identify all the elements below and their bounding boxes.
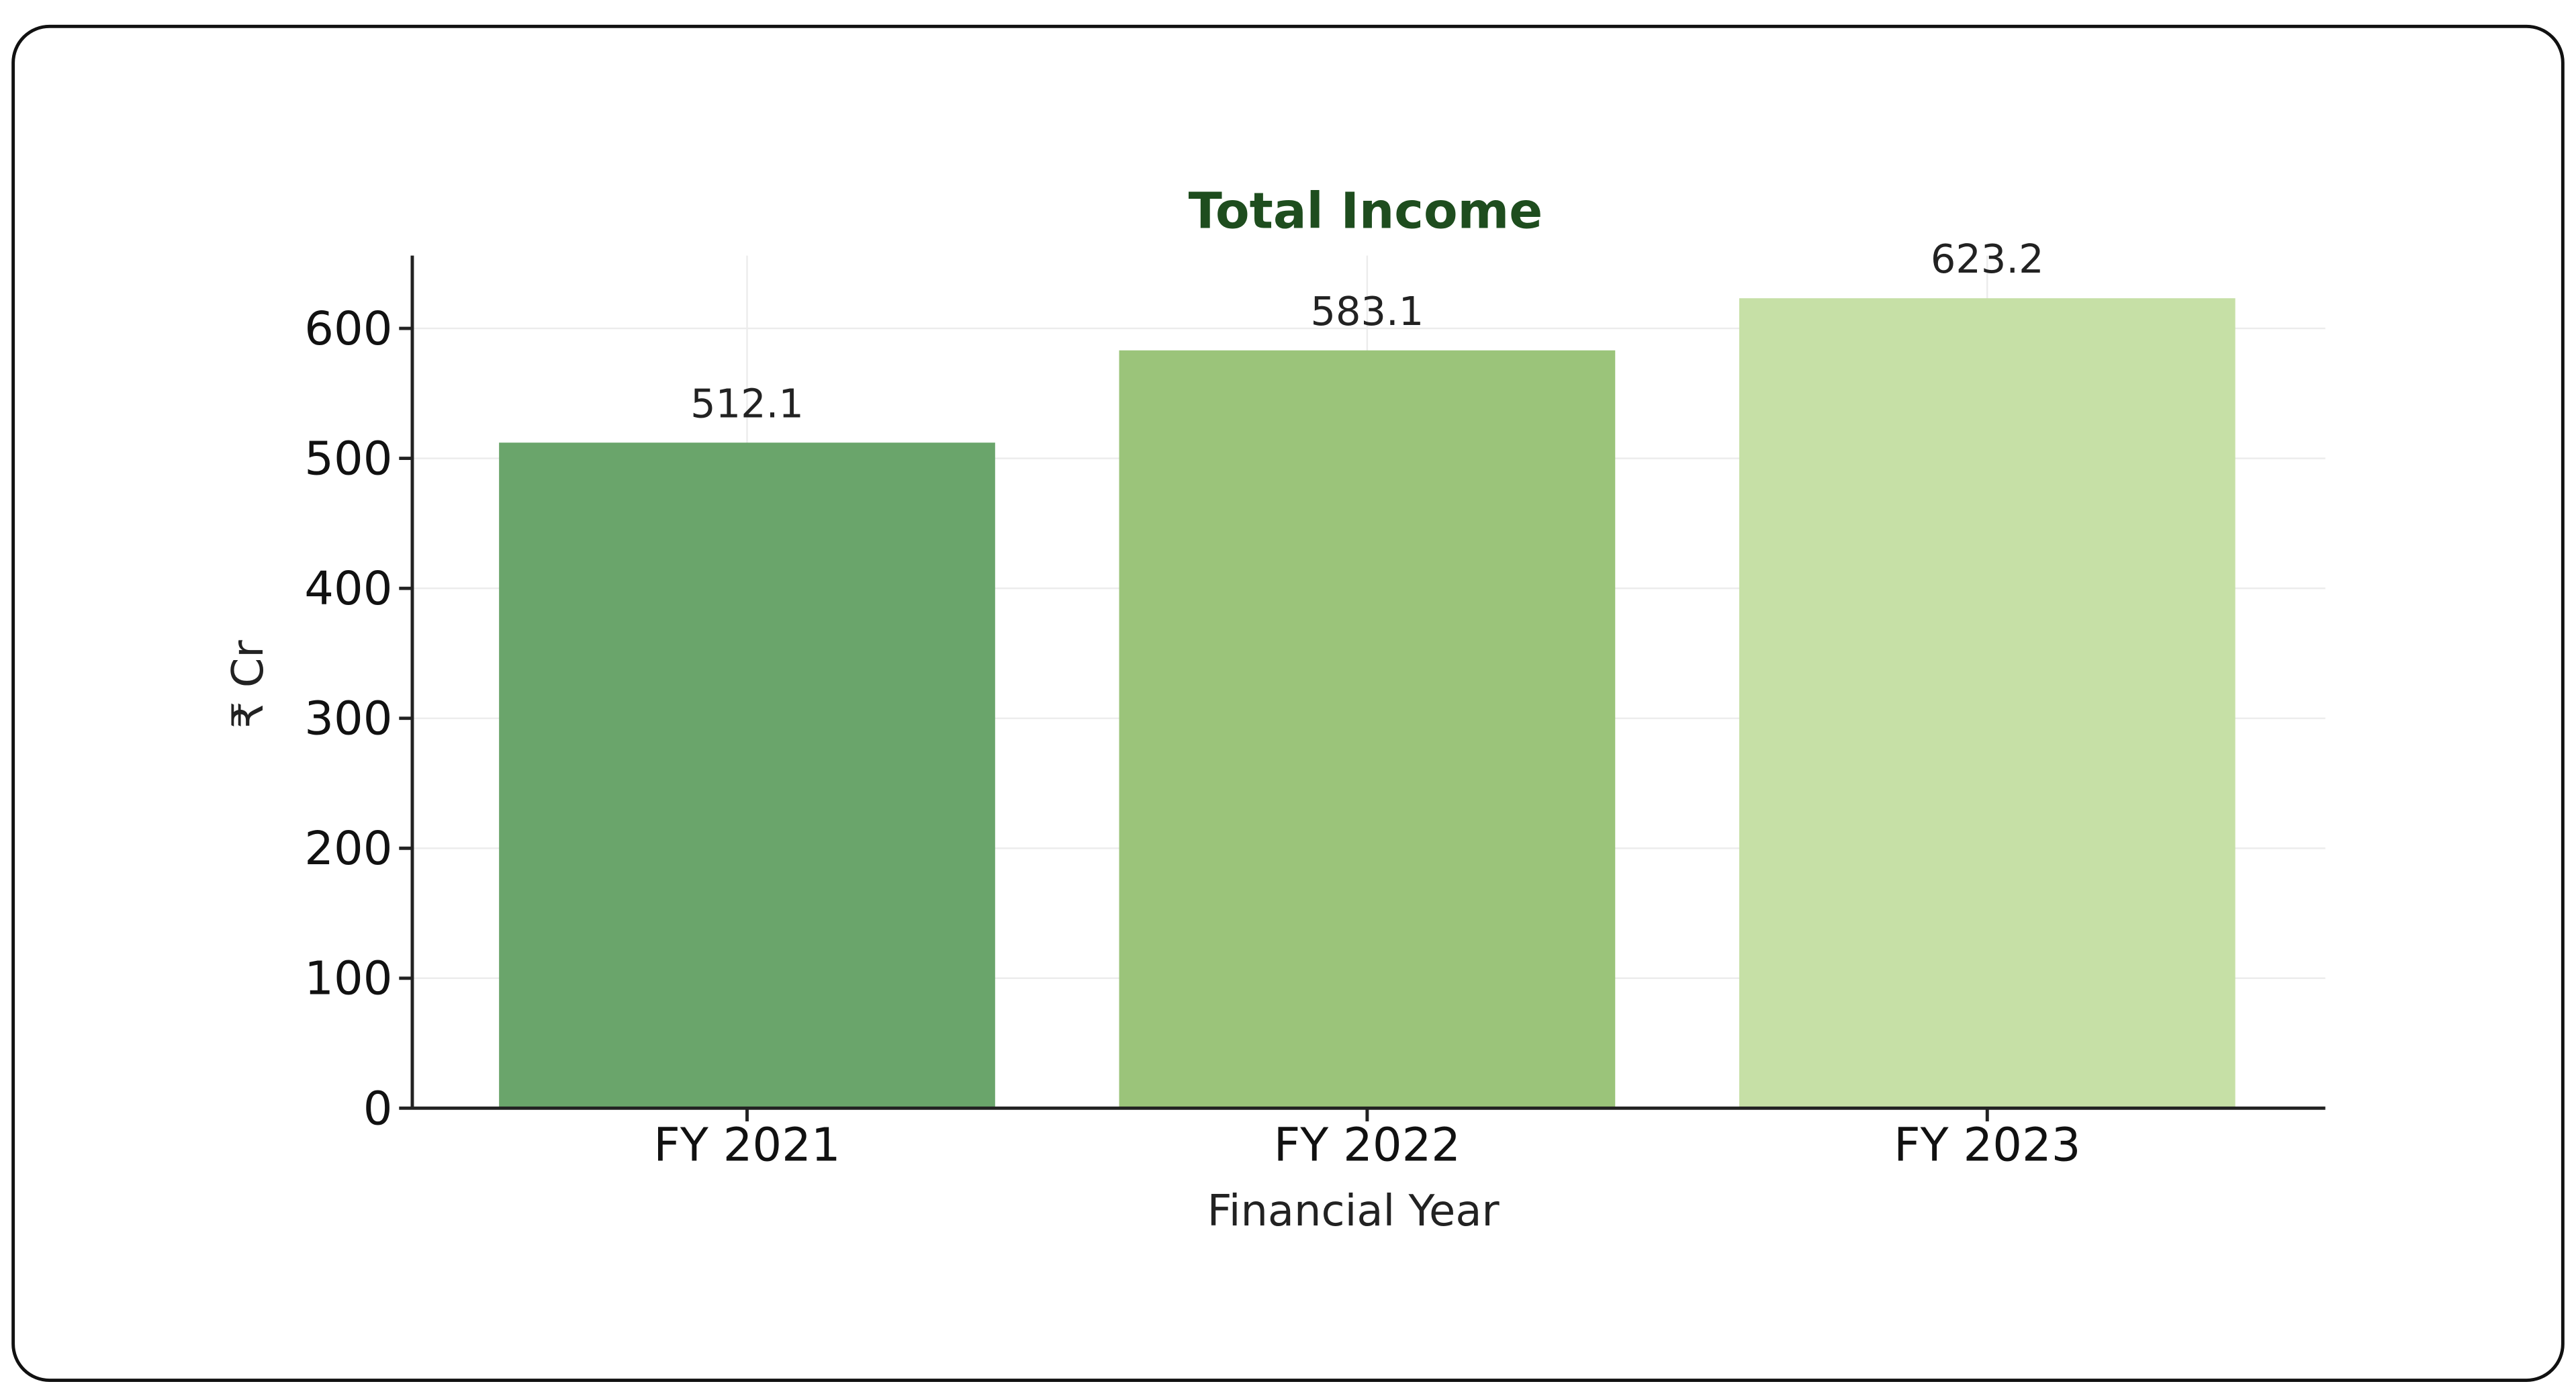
bar: [1739, 298, 2236, 1109]
chart-title: Total Income: [1189, 183, 1543, 240]
x-tick-label: FY 2023: [1894, 1118, 2080, 1172]
x-tick-label: FY 2021: [653, 1118, 840, 1172]
x-axis-label: Financial Year: [1207, 1187, 1500, 1236]
y-tick-label: 600: [304, 302, 392, 356]
value-label: 512.1: [690, 380, 804, 426]
value-label: 623.2: [1931, 236, 2044, 282]
bar: [499, 443, 995, 1109]
y-tick-label: 0: [363, 1082, 393, 1135]
bar: [1119, 350, 1616, 1109]
y-tick-label: 400: [304, 562, 392, 616]
y-tick-label: 100: [304, 952, 392, 1006]
y-tick-label: 200: [304, 822, 392, 876]
y-tick-label: 500: [304, 432, 392, 486]
y-tick-label: 300: [304, 692, 392, 746]
value-label: 583.1: [1311, 288, 1424, 334]
x-tick-label: FY 2022: [1274, 1118, 1461, 1172]
y-axis-label: ₹ Cr: [224, 640, 273, 729]
